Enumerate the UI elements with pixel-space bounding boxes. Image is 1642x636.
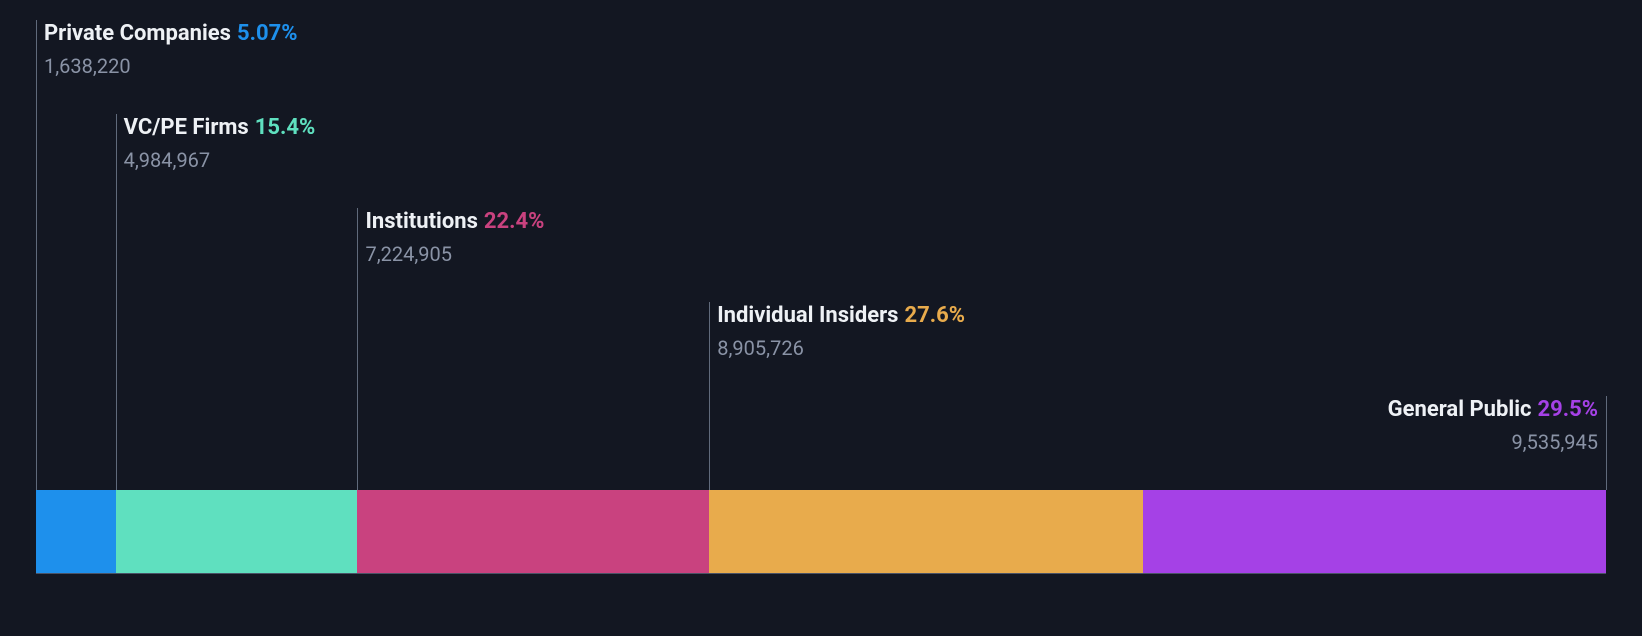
segment-name: Private Companies xyxy=(44,21,231,46)
segment-name: Individual Insiders xyxy=(717,303,898,328)
segment-name: VC/PE Firms xyxy=(124,115,249,140)
segment-label: VC/PE Firms15.4% 4,984,967 xyxy=(116,114,316,172)
chart-bar-track xyxy=(36,490,1606,574)
segment-percent: 22.4% xyxy=(484,209,545,234)
segment-percent: 27.6% xyxy=(904,303,965,328)
segment-bar[interactable] xyxy=(1143,490,1606,574)
segment-count: 7,224,905 xyxy=(365,242,452,266)
segment-percent: 5.07% xyxy=(237,21,298,46)
segment-label: Private Companies5.07% 1,638,220 xyxy=(36,20,297,78)
chart-baseline xyxy=(36,573,1606,574)
segment-bar[interactable] xyxy=(357,490,709,574)
segment-label: Individual Insiders27.6% 8,905,726 xyxy=(709,302,965,360)
segment-count: 8,905,726 xyxy=(717,336,804,360)
segment-leader-line xyxy=(36,20,37,490)
segment-leader-line xyxy=(1606,396,1607,490)
segment-name: Institutions xyxy=(365,209,477,234)
ownership-breakdown-chart: Private Companies5.07% 1,638,220 VC/PE Fir… xyxy=(36,20,1606,580)
segment-bar[interactable] xyxy=(116,490,358,574)
segment-count: 9,535,945 xyxy=(1511,430,1598,454)
segment-bar[interactable] xyxy=(709,490,1142,574)
segment-bar[interactable] xyxy=(36,490,116,574)
segment-count: 1,638,220 xyxy=(44,54,131,78)
segment-label: General Public29.5% 9,535,945 xyxy=(1388,396,1606,454)
segment-count: 4,984,967 xyxy=(124,148,211,172)
chart-label-area: Private Companies5.07% 1,638,220 VC/PE Fir… xyxy=(36,20,1606,490)
segment-label: Institutions 22.4% 7,224,905 xyxy=(357,208,544,266)
segment-name: General Public xyxy=(1388,397,1532,422)
segment-percent: 29.5% xyxy=(1537,397,1598,422)
segment-percent: 15.4% xyxy=(255,115,316,140)
